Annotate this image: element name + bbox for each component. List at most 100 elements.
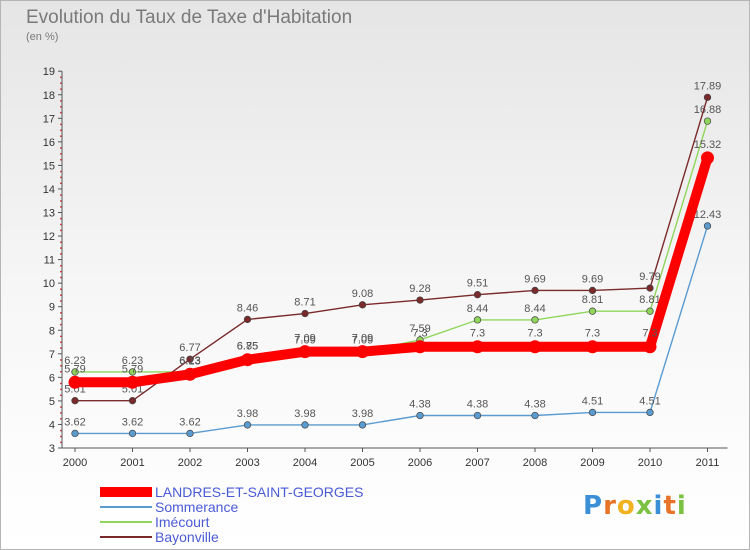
legend-label: LANDRES-ET-SAINT-GEORGES — [155, 484, 364, 500]
y-tick-label: 18 — [43, 90, 55, 102]
data-point — [531, 411, 539, 420]
x-tick-label: 2009 — [580, 457, 604, 469]
data-label: 6.23 — [64, 355, 85, 367]
data-label: 5.79 — [122, 363, 143, 375]
data-label: 6.23 — [122, 355, 143, 367]
data-label: 3.62 — [122, 416, 143, 428]
y-minor-tick — [60, 412, 62, 414]
y-minor-tick — [60, 200, 62, 202]
y-minor-tick — [60, 300, 62, 302]
data-point — [701, 151, 714, 165]
data-label: 9.69 — [582, 273, 603, 285]
x-tick-label: 2000 — [63, 457, 87, 469]
data-point — [298, 345, 312, 359]
y-minor-tick — [60, 418, 62, 420]
data-point — [186, 355, 194, 363]
y-tick-label: 8 — [49, 325, 55, 337]
data-point — [473, 411, 482, 420]
data-label: 7.3 — [527, 328, 542, 340]
data-point — [531, 316, 539, 324]
y-minor-tick — [60, 206, 62, 208]
data-label: 4.51 — [639, 395, 660, 407]
y-minor-tick — [60, 247, 62, 249]
data-point — [473, 291, 482, 299]
data-point — [586, 340, 599, 354]
data-point — [703, 93, 712, 101]
data-label: 9.08 — [352, 288, 373, 300]
data-label: 7.3 — [412, 328, 427, 340]
data-label: 7.09 — [352, 333, 373, 345]
y-minor-tick — [60, 170, 62, 173]
legend-label: Imécourt — [155, 514, 210, 530]
data-label: 6.75 — [237, 341, 258, 353]
y-minor-tick — [60, 88, 62, 90]
y-tick-label: 16 — [43, 137, 55, 149]
data-label: 7.09 — [352, 335, 373, 347]
legend-label: Sommerance — [155, 499, 239, 515]
y-minor-tick — [60, 323, 62, 326]
data-point — [71, 368, 79, 376]
y-minor-tick — [60, 253, 62, 255]
y-minor-tick — [60, 294, 62, 296]
y-minor-tick — [60, 223, 62, 226]
data-point — [243, 315, 252, 324]
data-point — [416, 411, 424, 420]
data-label: 8.46 — [237, 302, 258, 314]
logo-letter: x — [635, 491, 654, 521]
data-label: 9.69 — [524, 273, 545, 285]
y-tick-label: 13 — [43, 208, 55, 220]
data-point — [416, 296, 424, 304]
y-tick-label: 17 — [43, 113, 55, 125]
data-point — [186, 429, 194, 438]
y-tick-label: 12 — [43, 231, 55, 243]
data-label: 8.71 — [294, 297, 315, 309]
data-point — [128, 429, 137, 438]
data-label: 8.44 — [524, 303, 545, 315]
y-minor-tick — [60, 217, 62, 220]
y-minor-tick — [60, 317, 62, 320]
y-minor-tick — [60, 182, 62, 185]
x-tick-label: 2008 — [523, 457, 547, 469]
data-point — [301, 421, 309, 429]
data-point — [646, 408, 654, 417]
y-tick-label: 7 — [49, 349, 55, 361]
y-minor-tick — [60, 135, 62, 137]
data-point — [128, 368, 137, 376]
data-point — [646, 307, 654, 315]
series-line — [75, 97, 709, 402]
logo-letter: P — [583, 491, 604, 521]
logo-letter: o — [616, 491, 636, 521]
y-minor-tick — [60, 153, 62, 155]
data-point — [68, 375, 82, 389]
y-tick-label: 6 — [49, 372, 55, 384]
logo-letter: i — [676, 491, 687, 521]
y-minor-tick — [60, 341, 62, 344]
data-point — [241, 353, 254, 367]
data-label: 6.77 — [179, 342, 200, 354]
data-label: 7.3 — [642, 328, 657, 340]
data-label: 4.51 — [582, 395, 603, 407]
y-minor-tick — [60, 429, 62, 432]
y-minor-tick — [60, 370, 62, 373]
data-label: 7.09 — [294, 333, 315, 345]
y-minor-tick — [60, 388, 62, 391]
y-minor-tick — [60, 347, 62, 349]
chart-subtitle: (en %) — [26, 31, 59, 43]
y-minor-tick — [60, 382, 62, 385]
y-minor-tick — [60, 159, 62, 161]
y-tick-label: 15 — [43, 160, 55, 172]
data-point — [128, 397, 137, 405]
data-point — [588, 408, 597, 417]
data-point — [71, 397, 79, 405]
x-tick-label: 2007 — [465, 457, 489, 469]
y-minor-tick — [60, 394, 62, 397]
data-label: 3.98 — [352, 408, 373, 420]
y-minor-tick — [60, 241, 62, 243]
data-label: 4.38 — [409, 399, 430, 411]
data-point — [471, 340, 484, 354]
y-tick-label: 4 — [49, 419, 55, 431]
data-point — [413, 340, 427, 354]
y-minor-tick — [60, 288, 62, 291]
